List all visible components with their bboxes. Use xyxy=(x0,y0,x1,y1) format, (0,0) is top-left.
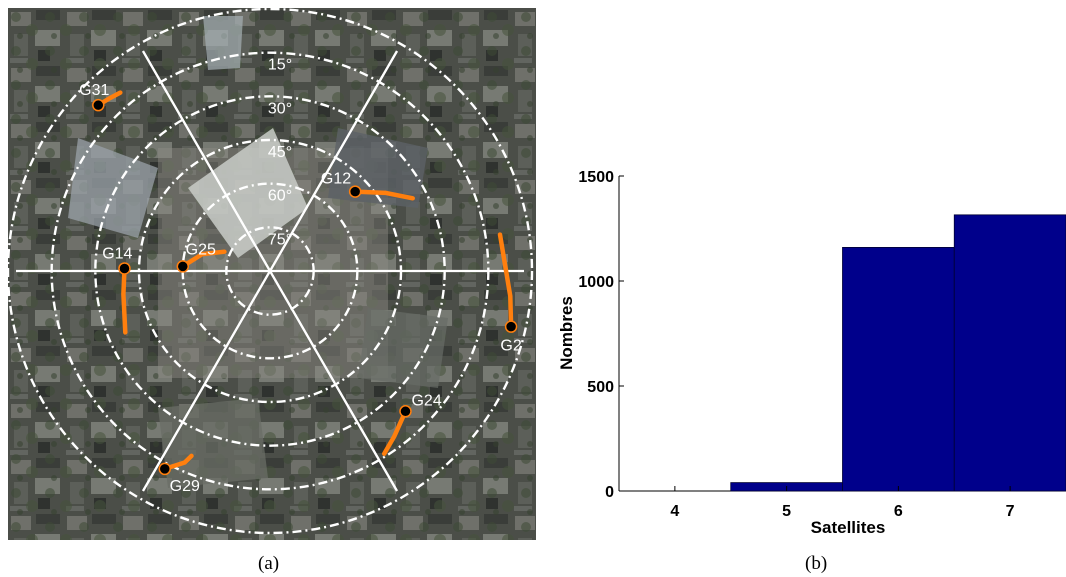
satellite-dot xyxy=(92,98,105,112)
caption-a: (a) xyxy=(258,553,280,574)
elevation-label: 45° xyxy=(268,144,292,161)
satellite-g31: G31 xyxy=(79,82,123,112)
y-tick-label: 0 xyxy=(605,484,614,501)
satellite-track xyxy=(121,266,128,335)
y-axis-label: Nombres xyxy=(557,296,576,370)
caption-b: (b) xyxy=(805,553,828,574)
satellite-dot xyxy=(504,320,518,333)
satellite-g29: G29 xyxy=(158,453,200,495)
x-tick-label: 6 xyxy=(894,503,903,520)
satellite-track xyxy=(381,409,408,456)
satellite-label: G29 xyxy=(170,478,200,495)
y-tick-label: 1000 xyxy=(578,274,614,291)
satellite-label: G12 xyxy=(321,171,351,188)
satellite-tracks: G31 G12 G14 G25 G2 G24 G29 xyxy=(79,82,522,495)
satellite-track xyxy=(180,249,227,269)
satellite-track xyxy=(162,453,194,472)
satellite-track xyxy=(497,232,514,329)
satellite-track xyxy=(352,189,415,201)
x-tick-label: 5 xyxy=(782,503,791,520)
skyplot-panel: G31 G12 G14 G25 G2 G24 G29 15° 30° 45° 60° 75° xyxy=(8,8,536,540)
satellite-g2: G2 xyxy=(497,232,522,355)
y-tick-label: 500 xyxy=(587,379,614,396)
chart-bars xyxy=(730,214,1066,492)
x-tick-label: 4 xyxy=(670,503,679,520)
satellite-g14: G14 xyxy=(102,245,133,335)
satellite-dot xyxy=(176,260,190,273)
satellite-label: G14 xyxy=(102,245,132,262)
x-axis-label: Satellites xyxy=(811,518,886,537)
chart-ticks: 0 500 1000 1500 4 5 6 7 xyxy=(578,169,1014,520)
x-tick-label: 7 xyxy=(1006,503,1015,520)
elevation-label: 75° xyxy=(268,231,292,248)
satellite-label: G31 xyxy=(79,82,109,99)
satellite-dot xyxy=(158,462,172,476)
elevation-circle xyxy=(8,8,534,535)
histogram-panel: 0 500 1000 1500 4 5 6 7 Satellites Nombres xyxy=(557,169,1066,537)
y-tick-label: 1500 xyxy=(578,169,614,186)
bar-7 xyxy=(953,214,1066,492)
bar-6 xyxy=(842,247,955,492)
satellite-label: G25 xyxy=(186,241,216,258)
satellite-g12: G12 xyxy=(321,171,415,201)
satellite-g25: G25 xyxy=(176,241,227,273)
satellite-label: G24 xyxy=(411,392,441,409)
satellite-label: G2 xyxy=(500,338,521,355)
elevation-label: 60° xyxy=(268,188,292,205)
azimuth-line xyxy=(142,50,398,492)
satellite-dot xyxy=(399,405,412,418)
satellite-g24: G24 xyxy=(381,392,442,456)
elevation-label: 30° xyxy=(268,100,292,117)
satellite-dot xyxy=(118,262,131,275)
elevation-labels: 15° 30° 45° 60° 75° xyxy=(268,57,292,249)
satellite-dot xyxy=(348,185,362,198)
elevation-label: 15° xyxy=(268,57,292,74)
